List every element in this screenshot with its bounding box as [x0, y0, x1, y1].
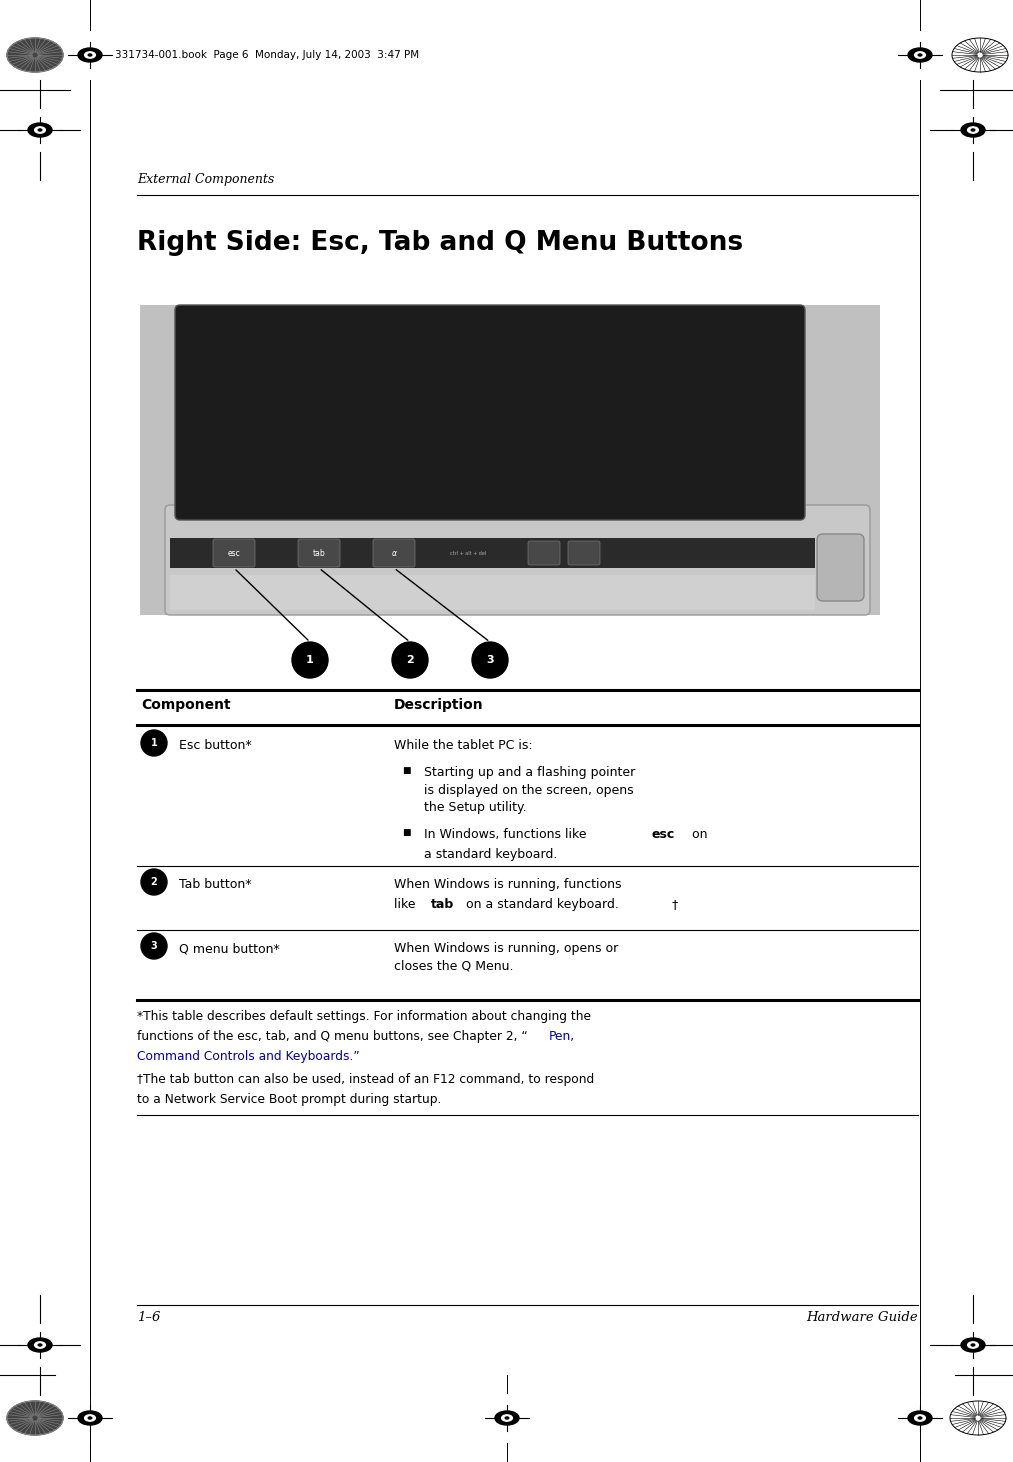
FancyBboxPatch shape: [298, 539, 340, 567]
FancyBboxPatch shape: [175, 306, 805, 520]
Text: 3: 3: [486, 655, 493, 665]
Text: 2: 2: [151, 877, 157, 887]
Text: 331734-001.book  Page 6  Monday, July 14, 2003  3:47 PM: 331734-001.book Page 6 Monday, July 14, …: [115, 50, 419, 60]
Circle shape: [392, 642, 428, 678]
Text: Hardware Guide: Hardware Guide: [806, 1311, 918, 1325]
Ellipse shape: [961, 1338, 985, 1352]
Text: like: like: [394, 898, 419, 911]
Ellipse shape: [78, 48, 102, 61]
Text: tab: tab: [431, 898, 454, 911]
Text: External Components: External Components: [137, 173, 275, 186]
Ellipse shape: [908, 1411, 932, 1425]
Text: 1–6: 1–6: [137, 1311, 160, 1325]
FancyBboxPatch shape: [170, 538, 815, 569]
Text: a standard keyboard.: a standard keyboard.: [424, 848, 557, 861]
Ellipse shape: [85, 51, 95, 58]
Text: to a Network Service Boot prompt during startup.: to a Network Service Boot prompt during …: [137, 1094, 442, 1105]
Text: Tab button*: Tab button*: [179, 879, 251, 890]
Text: 1: 1: [306, 655, 314, 665]
Ellipse shape: [501, 1415, 513, 1421]
Ellipse shape: [88, 1417, 92, 1420]
Text: on: on: [688, 827, 707, 841]
Ellipse shape: [918, 54, 922, 56]
Ellipse shape: [961, 123, 985, 137]
Ellipse shape: [505, 1417, 509, 1420]
Ellipse shape: [7, 38, 63, 72]
Text: Right Side: Esc, Tab and Q Menu Buttons: Right Side: Esc, Tab and Q Menu Buttons: [137, 230, 744, 256]
Text: Starting up and a flashing pointer
is displayed on the screen, opens
the Setup u: Starting up and a flashing pointer is di…: [424, 766, 635, 814]
Text: 3: 3: [151, 942, 157, 950]
Ellipse shape: [967, 127, 979, 133]
Text: Q menu button*: Q menu button*: [179, 942, 280, 955]
Ellipse shape: [950, 1401, 1006, 1436]
Text: *This table describes default settings. For information about changing the: *This table describes default settings. …: [137, 1010, 591, 1023]
Ellipse shape: [971, 1344, 975, 1347]
Ellipse shape: [78, 1411, 102, 1425]
Text: 2: 2: [406, 655, 414, 665]
Text: Pen,: Pen,: [549, 1031, 575, 1042]
FancyBboxPatch shape: [165, 504, 870, 616]
Circle shape: [292, 642, 328, 678]
Ellipse shape: [38, 1344, 42, 1347]
Text: †: †: [672, 898, 679, 911]
Ellipse shape: [918, 1417, 922, 1420]
Text: ■: ■: [402, 827, 410, 838]
Text: esc: esc: [652, 827, 676, 841]
Ellipse shape: [34, 127, 46, 133]
Text: Command Controls and Keyboards.”: Command Controls and Keyboards.”: [137, 1050, 360, 1063]
Text: functions of the esc, tab, and Q menu buttons, see Chapter 2, “: functions of the esc, tab, and Q menu bu…: [137, 1031, 528, 1042]
Ellipse shape: [495, 1411, 519, 1425]
Circle shape: [141, 933, 167, 959]
Text: ■: ■: [402, 766, 410, 775]
Ellipse shape: [7, 1401, 63, 1436]
Ellipse shape: [967, 1342, 979, 1348]
Ellipse shape: [28, 1338, 52, 1352]
Circle shape: [472, 642, 508, 678]
Ellipse shape: [34, 1342, 46, 1348]
Text: on a standard keyboard.: on a standard keyboard.: [462, 898, 619, 911]
Circle shape: [141, 730, 167, 756]
FancyBboxPatch shape: [568, 541, 600, 564]
Ellipse shape: [952, 38, 1008, 72]
FancyBboxPatch shape: [528, 541, 560, 564]
Circle shape: [141, 868, 167, 895]
Text: Component: Component: [141, 697, 231, 712]
FancyBboxPatch shape: [170, 575, 815, 610]
Text: ctrl + alt + del: ctrl + alt + del: [450, 551, 486, 556]
FancyBboxPatch shape: [373, 539, 415, 567]
Ellipse shape: [971, 129, 975, 132]
FancyBboxPatch shape: [817, 534, 864, 601]
Text: Description: Description: [394, 697, 483, 712]
Ellipse shape: [908, 48, 932, 61]
Text: esc: esc: [228, 548, 240, 557]
Ellipse shape: [85, 1415, 95, 1421]
Text: When Windows is running, opens or
closes the Q Menu.: When Windows is running, opens or closes…: [394, 942, 618, 972]
Text: Esc button*: Esc button*: [179, 738, 251, 751]
Text: †The tab button can also be used, instead of an F12 command, to respond: †The tab button can also be used, instea…: [137, 1073, 595, 1086]
FancyBboxPatch shape: [213, 539, 255, 567]
Text: α: α: [391, 548, 396, 557]
Text: 1: 1: [151, 738, 157, 749]
Ellipse shape: [88, 54, 92, 56]
Ellipse shape: [38, 129, 42, 132]
Ellipse shape: [915, 51, 926, 58]
Text: While the tablet PC is:: While the tablet PC is:: [394, 738, 533, 751]
Text: tab: tab: [313, 548, 325, 557]
Text: In Windows, functions like: In Windows, functions like: [424, 827, 591, 841]
Text: When Windows is running, functions: When Windows is running, functions: [394, 879, 622, 890]
FancyBboxPatch shape: [140, 306, 880, 616]
Ellipse shape: [28, 123, 52, 137]
Ellipse shape: [915, 1415, 926, 1421]
